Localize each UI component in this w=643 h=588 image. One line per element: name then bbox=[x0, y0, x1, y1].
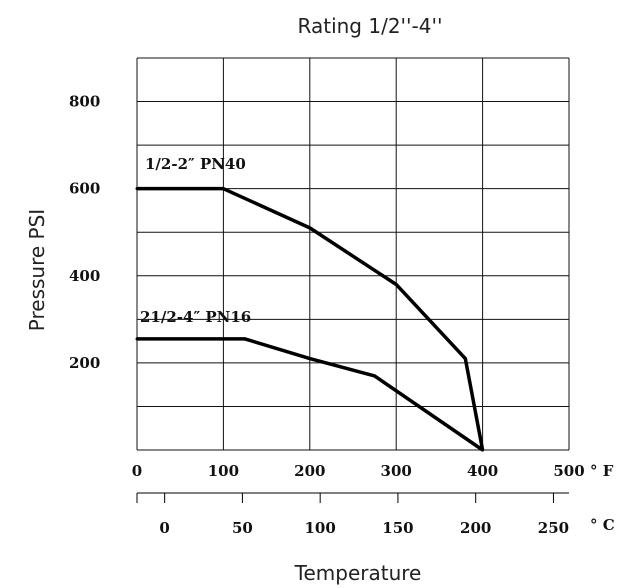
x-unit-fahrenheit: ° F bbox=[590, 462, 614, 480]
plot-grid bbox=[136, 57, 570, 451]
series-point-pn16 bbox=[481, 448, 485, 452]
x-tick-label-c: 250 bbox=[538, 519, 569, 537]
x-tick-label-f: 500 bbox=[553, 462, 584, 480]
series-line-pn40 bbox=[137, 186, 485, 451]
x-tick-label-f: 300 bbox=[381, 462, 412, 480]
x-tick-label-f: 200 bbox=[294, 462, 325, 480]
x-tick-label-c: 150 bbox=[382, 519, 413, 537]
x-tick-label-c: 50 bbox=[232, 519, 253, 537]
series-point-pn16 bbox=[243, 337, 247, 341]
series-point-pn16 bbox=[373, 374, 377, 378]
series-label-pn40: 1/2-2″ PN40 bbox=[145, 155, 246, 173]
y-tick-label: 800 bbox=[69, 93, 100, 111]
series-point-pn16 bbox=[308, 357, 312, 361]
x-tick-label-c: 200 bbox=[460, 519, 491, 537]
x-tick-label-f: 100 bbox=[208, 462, 239, 480]
series-point-pn40 bbox=[308, 226, 312, 230]
series-label-pn16: 21/2-4″ PN16 bbox=[140, 308, 251, 326]
axis-ticks: 200 400 600 800 0 100 200 300 400 500 0 50 100 150 200… bbox=[69, 93, 585, 537]
y-axis-title: Pressure PSI bbox=[25, 209, 49, 331]
series-point-pn40 bbox=[463, 357, 467, 361]
series-point-pn40 bbox=[394, 282, 398, 286]
chart-title: Rating 1/2''-4'' bbox=[298, 14, 443, 38]
x-unit-celsius: ° C bbox=[590, 516, 615, 534]
series-point-pn16 bbox=[135, 337, 139, 341]
x-tick-label-f: 0 bbox=[132, 462, 142, 480]
y-tick-label: 200 bbox=[69, 354, 100, 372]
x-tick-label-c: 0 bbox=[159, 519, 169, 537]
y-tick-label: 600 bbox=[69, 180, 100, 198]
y-tick-label: 400 bbox=[69, 267, 100, 285]
series-point-pn40 bbox=[221, 187, 225, 191]
x-tick-label-f: 400 bbox=[467, 462, 498, 480]
series-point-pn40 bbox=[135, 187, 139, 191]
x-axis-title: Temperature bbox=[294, 561, 422, 585]
series-lines: 1/2-2″ PN40 21/2-4″ PN16 bbox=[135, 155, 485, 452]
x-tick-label-c: 100 bbox=[305, 519, 336, 537]
